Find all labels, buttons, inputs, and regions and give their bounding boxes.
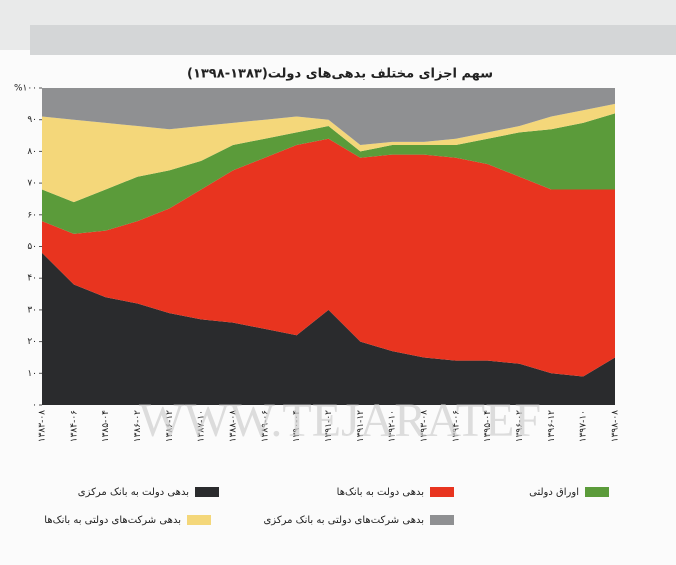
x-tick-label: ۱۳۸۳-۰۸	[38, 410, 48, 442]
area	[42, 252, 615, 405]
x-tick-label: ۱۳۹۰-۰۴	[292, 410, 302, 442]
y-tick-label: ۱۰	[27, 369, 37, 379]
y-tick-label: ۹۰	[27, 115, 37, 125]
legend-label: بدهی دولت به بانک مرکزی	[78, 487, 189, 498]
y-tick-label: ۲۰	[27, 337, 37, 347]
legend-label: بدهی شرکت‌های دولتی به بانک‌ها	[44, 515, 181, 526]
x-tick-label: ۱۳۹۸-۰۸	[611, 410, 621, 442]
y-tick-label: ۷۰	[27, 179, 37, 189]
area	[42, 138, 615, 377]
area	[42, 88, 615, 146]
x-tick-label: ۱۳۸۶-۱۲	[165, 410, 175, 442]
y-tick-label: ۴۰	[27, 274, 37, 284]
x-tick-label: ۱۳۹۱-۱۲	[356, 410, 366, 442]
paper-edge	[30, 25, 676, 55]
x-tick-label: ۱۳۹۶-۱۲	[547, 410, 557, 442]
legend-swatch	[430, 487, 454, 497]
x-tick-label: ۱۳۸۷-۱۰	[197, 410, 207, 442]
legend-label: بدهی شرکت‌های دولتی به بانک مرکزی	[263, 515, 424, 526]
legend-swatch	[195, 487, 219, 497]
x-tick-label: ۱۳۹۶-۰۲	[515, 410, 525, 442]
legend-swatch	[430, 515, 454, 525]
area	[42, 103, 615, 203]
y-tick-label: ۸۰	[27, 147, 37, 157]
x-tick-label: ۱۳۸۶-۰۲	[133, 410, 143, 442]
x-tick-label: ۱۳۹۱-۰۲	[324, 410, 334, 442]
chart-title: سهم اجزای مختلف بدهی‌های دولت(۱۳۸۳-۱۳۹۸)	[187, 67, 493, 82]
x-tick-label: ۱۳۹۲-۱۰	[388, 410, 398, 442]
y-tick-label: ۰	[32, 401, 37, 411]
x-tick-label: ۱۳۹۷-۱۰	[579, 410, 589, 442]
x-tick-label: ۱۳۸۹-۰۶	[260, 410, 270, 442]
y-tick-label: ۵۰	[27, 242, 37, 252]
x-tick-label: ۱۳۹۴-۰۶	[451, 410, 461, 442]
x-tick-label: ۱۳۸۴-۰۶	[69, 410, 79, 442]
x-tick-label: ۱۳۹۵-۰۴	[483, 410, 493, 442]
x-tick-label: ۱۳۸۵-۰۴	[101, 410, 111, 442]
legend-swatch	[585, 487, 609, 497]
y-tick-label: ۶۰	[27, 210, 37, 220]
x-tick-label: ۱۳۹۳-۰۸	[420, 410, 430, 442]
x-tick-label: ۱۳۸۸-۰۸	[229, 410, 239, 442]
legend-label: اوراق دولتی	[529, 487, 579, 498]
watermark: WWW.TEJARATEF	[139, 394, 541, 447]
y-tick-label: %۱۰۰	[14, 84, 37, 94]
area	[42, 113, 615, 234]
legend-swatch	[187, 515, 211, 525]
y-tick-label: ۳۰	[27, 305, 37, 315]
legend-label: بدهی دولت به بانک‌ها	[337, 487, 424, 498]
